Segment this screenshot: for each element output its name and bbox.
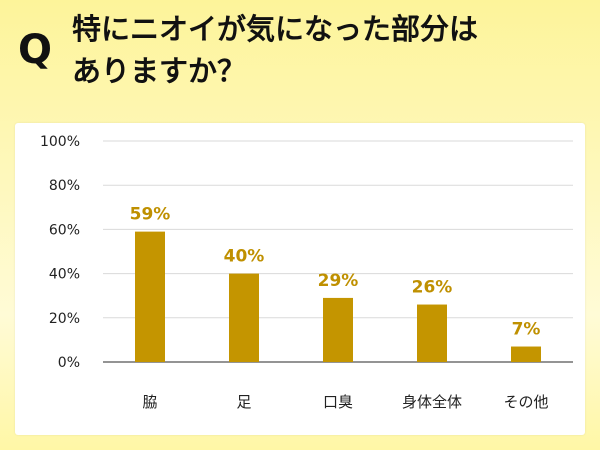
data-label: 59%	[130, 205, 171, 225]
bar	[417, 304, 447, 362]
bar	[323, 297, 353, 362]
y-axis-ticks: 0% 20% 40% 60% 80% 100%	[40, 134, 80, 371]
question-title-line-2: ありますか？	[72, 54, 247, 88]
bars	[135, 231, 541, 362]
bar	[135, 231, 165, 362]
x-tick-label: 口臭	[323, 393, 353, 411]
x-tick-label: 身体全体	[402, 393, 462, 411]
data-label: 26%	[412, 278, 453, 298]
bar	[229, 273, 259, 362]
chart-card	[15, 123, 585, 435]
y-tick-label: 80%	[49, 178, 80, 194]
data-labels: 59% 40% 29% 26% 7%	[130, 205, 541, 340]
question-title-line-1: 特にニオイが気になった部分は	[72, 12, 479, 46]
bar	[511, 346, 541, 362]
x-axis-ticks: 脇 足 口臭 身体全体 その他	[142, 393, 548, 411]
y-tick-label: 100%	[40, 134, 80, 150]
data-label: 40%	[224, 247, 265, 267]
y-tick-label: 0%	[58, 355, 80, 371]
y-tick-label: 20%	[49, 311, 80, 327]
x-tick-label: 足	[236, 393, 251, 411]
y-tick-label: 40%	[49, 267, 80, 283]
question-mark-label: Q	[18, 27, 53, 73]
question-title: 特にニオイが気になった部分は ありますか？	[72, 8, 582, 92]
data-label: 7%	[512, 320, 541, 340]
y-tick-label: 60%	[49, 222, 80, 238]
data-label: 29%	[318, 271, 359, 291]
x-tick-label: その他	[503, 393, 548, 411]
x-tick-label: 脇	[142, 393, 157, 411]
